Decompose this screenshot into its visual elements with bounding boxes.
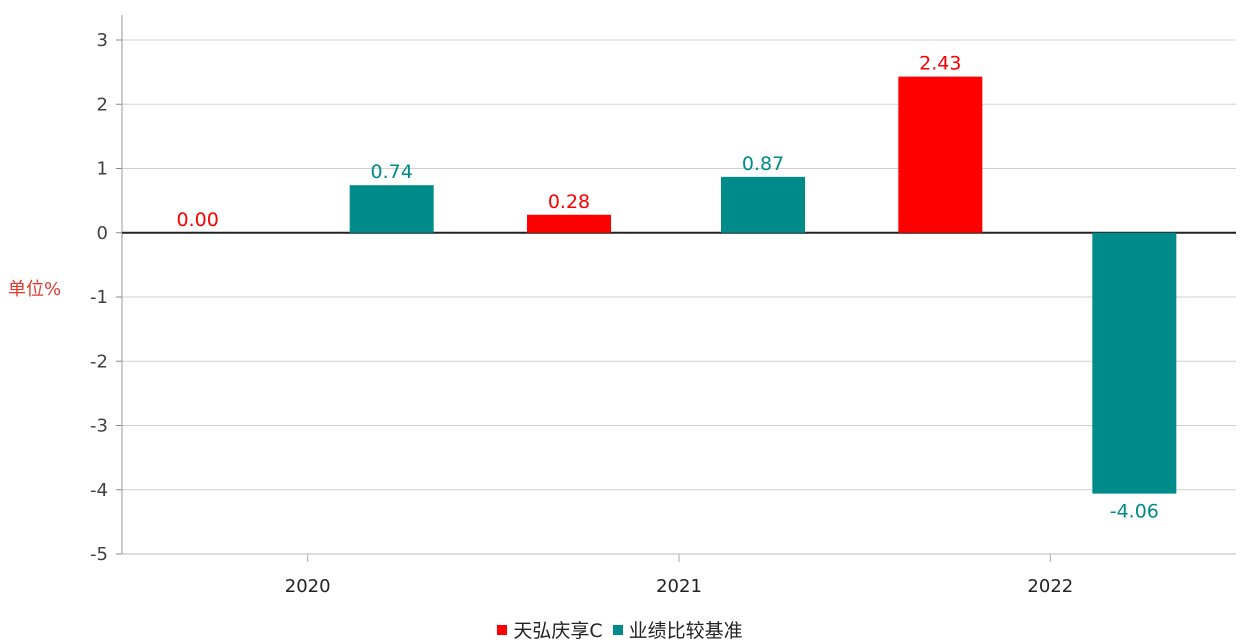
bar-series-2 <box>349 185 434 233</box>
data-label-series-1: 2.43 <box>919 53 961 75</box>
legend-swatch-series-1 <box>497 624 508 635</box>
x-tick-label: 2021 <box>656 576 702 597</box>
bar-series-1 <box>898 76 983 233</box>
gridlines <box>122 39 1236 555</box>
y-tick-label: -3 <box>90 416 108 437</box>
x-tick-label: 2020 <box>285 576 331 597</box>
y-tick-label: 1 <box>97 159 108 180</box>
data-label-series-2: -4.06 <box>1110 501 1159 523</box>
bar-chart: 3 2 1 0 -1 -2 -3 -4 -5 2020 0.00 0.74 2021 0.28 0.87 20… <box>8 15 1236 597</box>
bar-series-2 <box>721 176 805 233</box>
legend-item-series-2: 业绩比较基准 <box>612 616 743 643</box>
y-tick-label: 3 <box>97 30 108 51</box>
bars <box>349 76 1177 494</box>
data-label-series-1: 0.00 <box>177 209 219 231</box>
y-tick-label: -4 <box>90 480 108 501</box>
y-tick-label: -2 <box>90 351 108 372</box>
y-tick-label: 2 <box>97 94 108 115</box>
legend-label-series-1: 天弘庆享C <box>513 620 603 642</box>
legend: 天弘庆享C 业绩比较基准 <box>0 616 1240 643</box>
data-label-series-2: 0.87 <box>742 153 784 175</box>
data-label-series-2: 0.74 <box>371 161 413 183</box>
y-axis-label: 单位% <box>8 279 61 300</box>
legend-swatch-series-2 <box>612 624 623 635</box>
y-tick-label: 0 <box>97 223 108 244</box>
y-tick-label: -1 <box>90 287 108 308</box>
legend-item-series-1: 天弘庆享C <box>497 616 603 643</box>
labels: 3 2 1 0 -1 -2 -3 -4 -5 2020 0.00 0.74 2021 0.28 0.87 20… <box>90 30 1159 597</box>
legend-label-series-2: 业绩比较基准 <box>628 620 743 642</box>
y-tick-label: -5 <box>90 544 108 565</box>
data-label-series-1: 0.28 <box>548 191 590 213</box>
bar-series-2 <box>1092 232 1177 494</box>
bar-series-1 <box>527 214 611 233</box>
axes <box>116 15 1236 562</box>
x-tick-label: 2022 <box>1027 576 1073 597</box>
